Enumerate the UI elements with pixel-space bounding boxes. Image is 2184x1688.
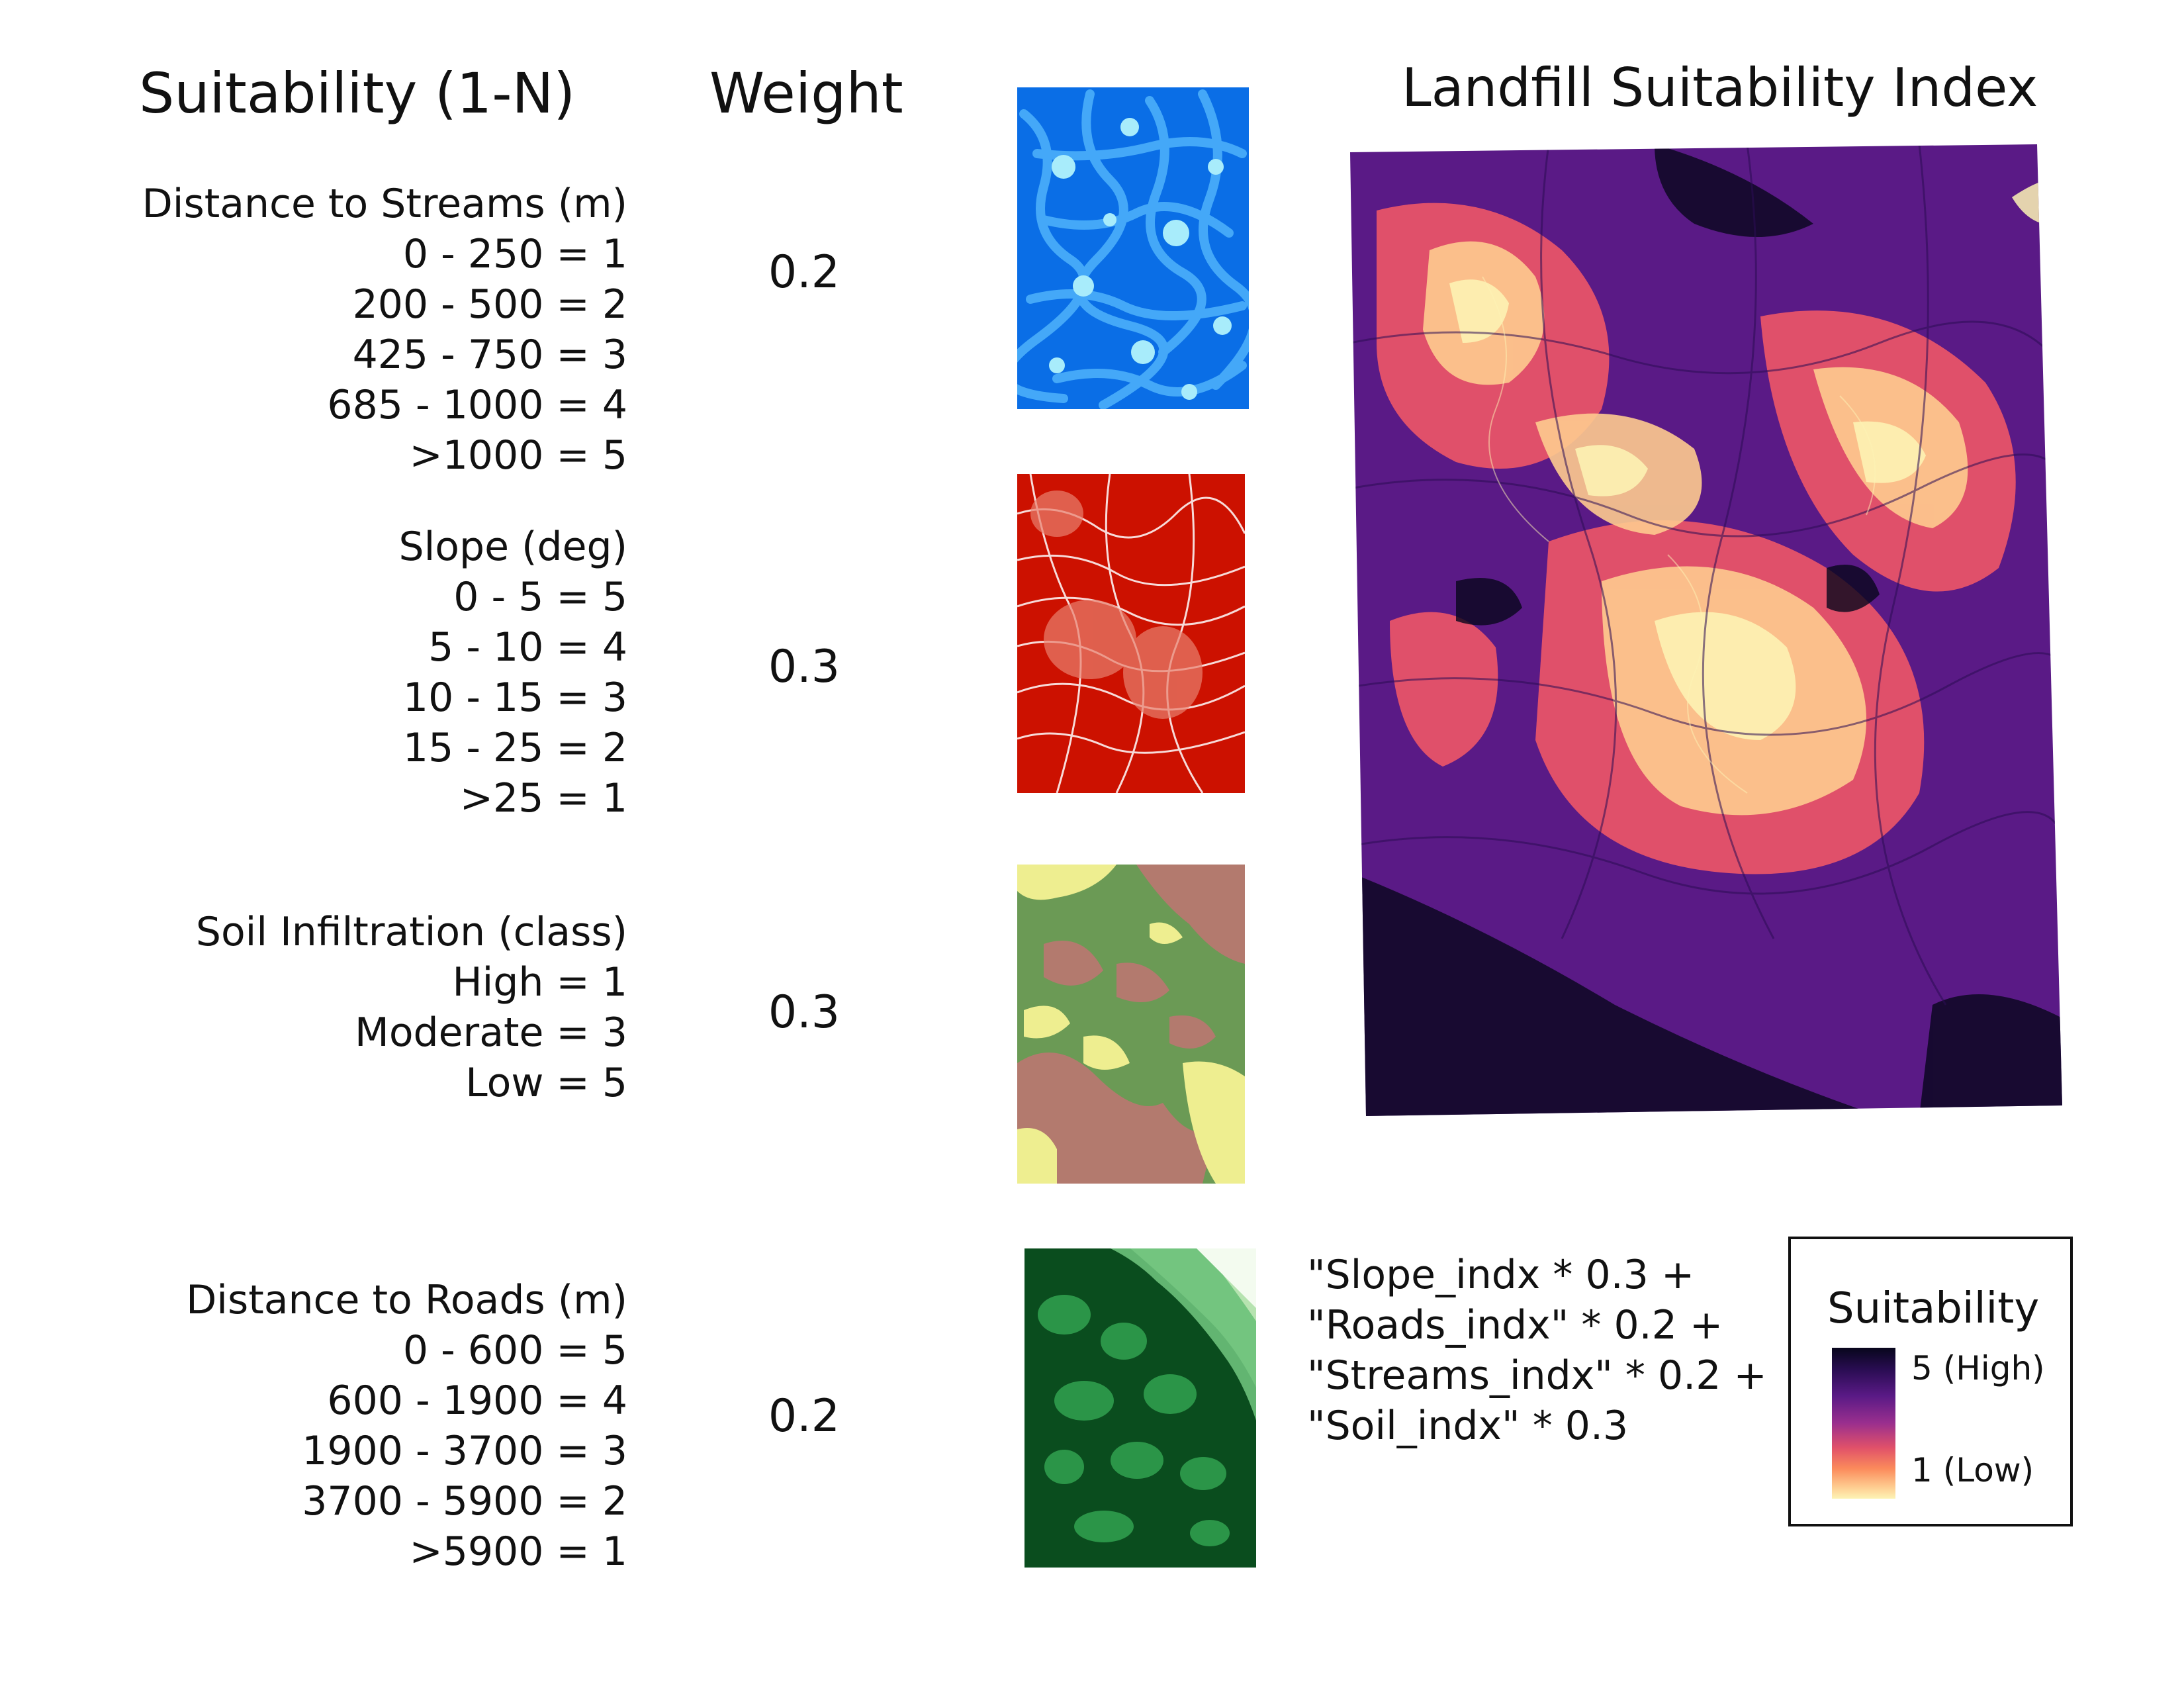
- factor-roads: Distance to Roads (m) 0 - 600 = 5 600 - …: [186, 1275, 627, 1577]
- roads-thumbnail: [1024, 1248, 1256, 1568]
- soil-thumbnail: [1017, 865, 1245, 1184]
- class-row: >1000 = 5: [409, 432, 627, 479]
- formula-line: "Soil_indx" * 0.3: [1307, 1403, 1629, 1449]
- suitability-map: [1350, 144, 2062, 1116]
- legend-low-label: 1 (Low): [1911, 1451, 2034, 1489]
- class-row: 0 - 600 = 5: [402, 1327, 627, 1374]
- factor-title: Soil Infiltration (class): [195, 909, 627, 955]
- class-row: 0 - 5 = 5: [453, 574, 627, 620]
- factor-soil: Soil Infiltration (class) High = 1 Moder…: [196, 907, 627, 1108]
- class-row: 425 - 750 = 3: [352, 332, 627, 378]
- class-row: 3700 - 5900 = 2: [302, 1478, 627, 1524]
- legend: Suitability 5 (High) 1 (Low): [1788, 1237, 2073, 1526]
- weight-streams: 0.2: [768, 246, 841, 299]
- class-row: 5 - 10 = 4: [428, 624, 627, 671]
- class-row: 200 - 500 = 2: [352, 281, 627, 328]
- class-row: 15 - 25 = 2: [402, 725, 627, 771]
- map-title: Landfill Suitability Index: [1402, 57, 2038, 118]
- weight-soil: 0.3: [768, 986, 841, 1039]
- factor-streams: Distance to Streams (m) 0 - 250 = 1 200 …: [142, 179, 627, 481]
- weight-roads: 0.2: [768, 1390, 841, 1442]
- class-row: 0 - 250 = 1: [402, 231, 627, 277]
- class-row: Moderate = 3: [355, 1009, 627, 1056]
- slope-thumbnail: [1017, 474, 1245, 793]
- formula-line: "Slope_indx * 0.3 +: [1307, 1252, 1695, 1298]
- class-row: High = 1: [452, 959, 628, 1006]
- class-row: 600 - 1900 = 4: [327, 1378, 627, 1424]
- weight-header: Weight: [709, 61, 903, 126]
- class-row: 685 - 1000 = 4: [327, 382, 627, 428]
- class-row: 1900 - 3700 = 3: [302, 1428, 627, 1474]
- legend-high-label: 5 (High): [1911, 1349, 2045, 1387]
- class-row: 10 - 15 = 3: [402, 675, 627, 721]
- suitability-header: Suitability (1-N): [139, 61, 576, 126]
- legend-title: Suitability: [1827, 1284, 2040, 1333]
- formula: "Slope_indx * 0.3 + "Roads_indx" * 0.2 +…: [1307, 1250, 1767, 1451]
- factor-slope: Slope (deg) 0 - 5 = 5 5 - 10 = 4 10 - 15…: [399, 522, 627, 823]
- class-row: >25 = 1: [459, 775, 627, 821]
- legend-color-ramp: [1832, 1348, 1895, 1499]
- formula-line: "Roads_indx" * 0.2 +: [1307, 1302, 1723, 1348]
- factor-title: Slope (deg): [398, 524, 627, 570]
- class-row: >5900 = 1: [409, 1528, 627, 1575]
- weight-slope: 0.3: [768, 641, 841, 693]
- factor-title: Distance to Roads (m): [186, 1277, 627, 1323]
- factor-title: Distance to Streams (m): [142, 181, 627, 227]
- class-row: Low = 5: [465, 1060, 627, 1106]
- streams-thumbnail: [1017, 87, 1249, 409]
- formula-line: "Streams_indx" * 0.2 +: [1307, 1352, 1767, 1399]
